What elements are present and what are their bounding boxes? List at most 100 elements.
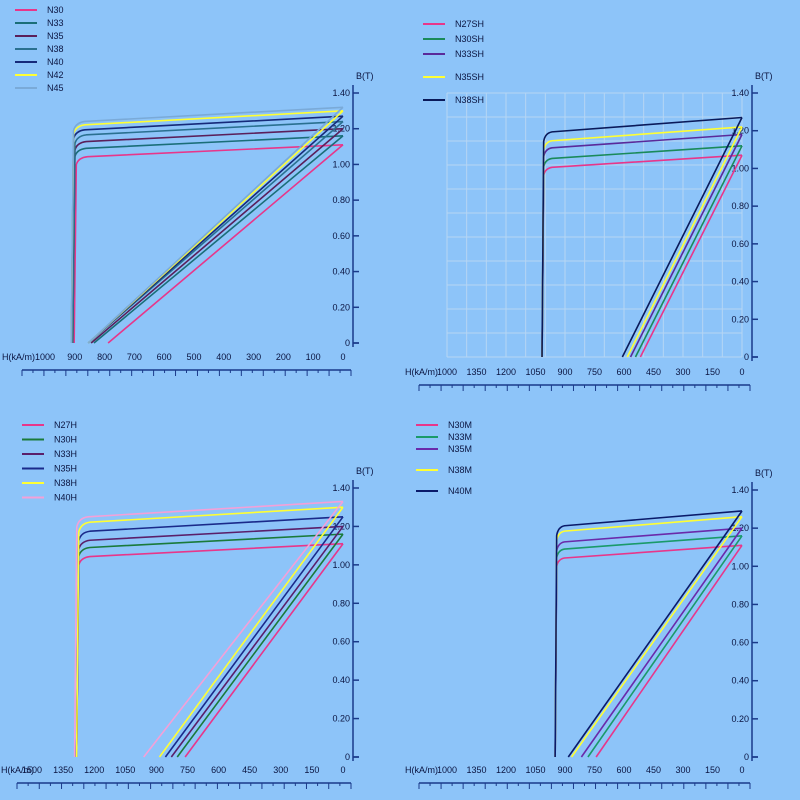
- normal-curve-n33: [93, 135, 344, 344]
- y-tick-label: 0.20: [731, 714, 749, 724]
- intrinsic-curve-n30: [73, 143, 344, 344]
- x-tick-label: 1500: [22, 765, 42, 775]
- x-tick-label: 0: [739, 765, 744, 775]
- intrinsic-curve-n40m: [554, 510, 743, 758]
- legend-label: N40H: [54, 493, 77, 503]
- normal-curve-n33h: [170, 525, 344, 758]
- x-tick-label: 900: [149, 765, 164, 775]
- legend-label: N35H: [54, 464, 77, 474]
- x-tick-label: 450: [646, 367, 661, 377]
- legend-label: N38SH: [455, 95, 484, 105]
- x-axis-label: H(kA/m): [405, 765, 438, 775]
- normal-curve-n40m: [567, 510, 743, 758]
- x-tick-label: 1200: [84, 765, 104, 775]
- y-tick-label: 0: [345, 338, 350, 348]
- x-tick-label: 150: [705, 367, 720, 377]
- x-tick-label: 800: [97, 352, 112, 362]
- y-tick-label: 0.40: [332, 267, 350, 277]
- x-tick-label: 1000: [437, 367, 457, 377]
- x-tick-label: 1350: [466, 765, 486, 775]
- normal-curve-n30: [107, 144, 344, 344]
- y-tick-label: 1.40: [332, 88, 350, 98]
- normal-curve-n45: [87, 106, 344, 344]
- y-tick-label: 0.40: [731, 676, 749, 686]
- legend-label: N30SH: [455, 34, 484, 44]
- x-tick-label: 1350: [53, 765, 73, 775]
- y-tick-label: 0.80: [332, 598, 350, 608]
- y-tick-label: 0.20: [332, 714, 350, 724]
- legend-label: N42: [47, 70, 64, 80]
- x-tick-label: 750: [180, 765, 195, 775]
- legend-label: N33H: [54, 449, 77, 459]
- x-tick-label: 300: [675, 765, 690, 775]
- legend-label: N40: [47, 57, 64, 67]
- chart-4: 00.200.400.600.801.001.201.40B(T)H(kA/m)…: [405, 420, 773, 789]
- y-tick-label: 0: [345, 752, 350, 762]
- normal-curve-n38m: [570, 516, 743, 758]
- legend-label: N27H: [54, 420, 77, 430]
- y-tick-label: 1.00: [731, 163, 749, 173]
- x-tick-label: 900: [67, 352, 82, 362]
- x-tick-label: 400: [216, 352, 231, 362]
- normal-curve-n35m: [580, 527, 743, 758]
- x-axis-label: H(kA/m): [2, 352, 35, 362]
- y-tick-label: 1.00: [332, 560, 350, 570]
- normal-curve-n33sh: [629, 134, 743, 358]
- y-tick-label: 0.60: [332, 231, 350, 241]
- normal-curve-n30sh: [634, 145, 743, 358]
- normal-curve-n30h: [176, 533, 344, 758]
- y-tick-label: 0.80: [731, 599, 749, 609]
- y-tick-label: 1.00: [731, 561, 749, 571]
- legend-label: N33: [47, 18, 64, 28]
- x-tick-label: 150: [705, 765, 720, 775]
- legend-label: N40M: [448, 486, 472, 496]
- intrinsic-curve-n40: [70, 115, 344, 344]
- normal-curve-n27h: [184, 543, 344, 758]
- x-tick-label: 750: [587, 367, 602, 377]
- legend-label: N38H: [54, 478, 77, 488]
- legend-label: N35M: [448, 444, 472, 454]
- normal-curve-n38h: [158, 506, 344, 758]
- x-tick-label: 0: [340, 765, 345, 775]
- y-tick-label: 0.80: [332, 195, 350, 205]
- normal-curve-n27sh: [639, 154, 743, 358]
- x-tick-label: 100: [306, 352, 321, 362]
- y-tick-label: 0: [744, 752, 749, 762]
- x-tick-label: 600: [616, 367, 631, 377]
- y-tick-label: 1.40: [731, 88, 749, 98]
- y-tick-label: 0.40: [332, 675, 350, 685]
- x-tick-label: 700: [127, 352, 142, 362]
- x-tick-label: 900: [557, 367, 572, 377]
- legend-label: N30H: [54, 435, 77, 445]
- legend-label: N30: [47, 5, 64, 15]
- normal-curve-n40h: [143, 500, 344, 758]
- legend-label: N45: [47, 83, 64, 93]
- intrinsic-curve-n45: [70, 106, 344, 344]
- legend-label: N27SH: [455, 19, 484, 29]
- y-tick-label: 1.40: [731, 485, 749, 495]
- y-tick-label: 0.80: [731, 201, 749, 211]
- y-tick-label: 0.60: [731, 239, 749, 249]
- intrinsic-curve-n38sh: [541, 116, 743, 358]
- x-tick-label: 450: [242, 765, 257, 775]
- x-tick-label: 300: [246, 352, 261, 362]
- x-tick-label: 1050: [525, 765, 545, 775]
- x-tick-label: 1050: [525, 367, 545, 377]
- chart-3: 00.200.400.600.801.001.201.40B(T)H(kA/m)…: [1, 420, 374, 789]
- x-tick-label: 450: [646, 765, 661, 775]
- normal-curve-n35sh: [626, 126, 743, 358]
- x-tick-label: 300: [675, 367, 690, 377]
- y-tick-label: 0: [744, 352, 749, 362]
- y-tick-label: 0.20: [731, 314, 749, 324]
- x-tick-label: 0: [340, 352, 345, 362]
- x-tick-label: 1200: [496, 367, 516, 377]
- x-tick-label: 600: [211, 765, 226, 775]
- intrinsic-curve-n38h: [75, 506, 344, 758]
- x-tick-label: 1000: [35, 352, 55, 362]
- normal-curve-n38sh: [621, 117, 743, 358]
- legend-label: N38M: [448, 465, 472, 475]
- y-tick-label: 0.40: [731, 277, 749, 287]
- normal-curve-n35h: [164, 516, 344, 758]
- y-axis-label: B(T): [755, 71, 773, 81]
